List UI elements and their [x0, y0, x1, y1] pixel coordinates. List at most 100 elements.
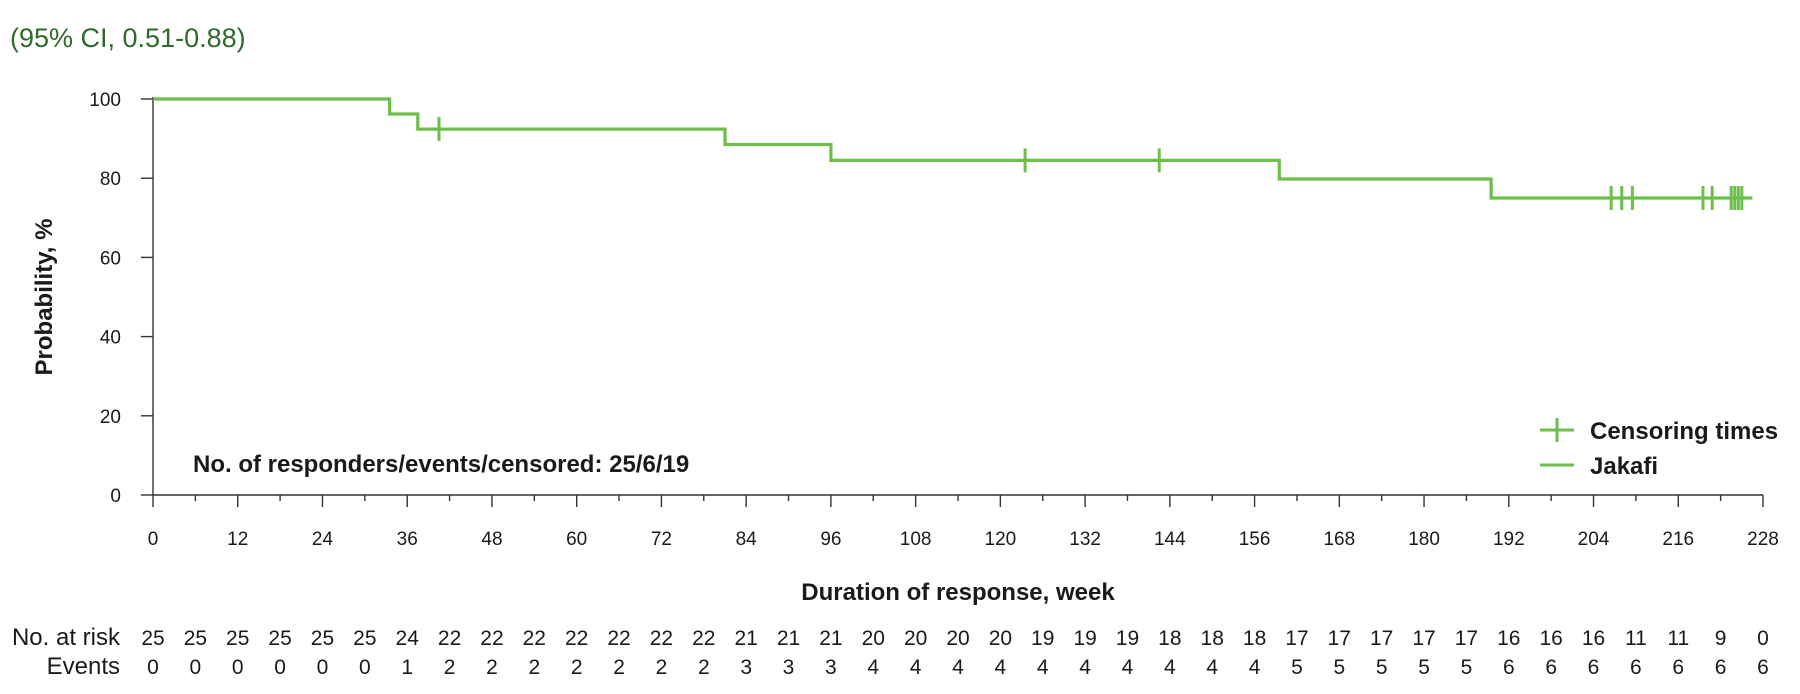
risk-events-value: 4	[910, 656, 922, 679]
x-tick-label: 156	[1239, 529, 1271, 550]
y-axis-title: Probability, %	[31, 219, 58, 376]
risk-at-risk-value: 16	[1582, 627, 1605, 650]
risk-events-value: 2	[656, 656, 668, 679]
x-tick-label: 96	[820, 529, 841, 550]
risk-at-risk-value: 19	[1116, 627, 1139, 650]
risk-at-risk-value: 11	[1667, 627, 1689, 650]
risk-events-value: 2	[698, 656, 710, 679]
risk-at-risk-value: 17	[1285, 627, 1308, 650]
y-tick-label: 80	[100, 169, 121, 190]
risk-events-value: 0	[232, 656, 244, 679]
x-tick-label: 132	[1069, 529, 1101, 550]
risk-at-risk-value: 20	[904, 627, 927, 650]
risk-events-value: 2	[444, 656, 456, 679]
risk-at-risk-value: 18	[1158, 627, 1181, 650]
risk-at-risk-value: 22	[438, 627, 461, 650]
y-tick-label: 60	[100, 248, 121, 269]
x-tick-label: 12	[227, 529, 248, 550]
risk-events-value: 5	[1376, 656, 1388, 679]
y-tick-label: 0	[110, 486, 121, 507]
risk-events-value: 4	[1122, 656, 1134, 679]
y-axis: 0 20 40 60 80 100	[89, 90, 154, 507]
y-tick-label: 100	[89, 90, 121, 111]
risk-at-risk-value: 0	[1757, 627, 1769, 650]
risk-at-risk-value: 21	[819, 627, 842, 650]
risk-label-events: Events	[47, 653, 120, 680]
risk-events-value: 3	[740, 656, 752, 679]
risk-events-value: 0	[190, 656, 202, 679]
risk-events-value: 6	[1672, 656, 1684, 679]
x-axis-title: Duration of response, week	[801, 579, 1115, 606]
risk-events-value: 0	[274, 656, 286, 679]
legend-label-jakafi: Jakafi	[1590, 453, 1658, 480]
y-tick-label: 40	[100, 328, 121, 349]
x-tick-label: 192	[1493, 529, 1525, 550]
x-tick-label: 168	[1323, 529, 1355, 550]
risk-events-value: 0	[317, 656, 329, 679]
x-tick-label: 0	[148, 529, 159, 550]
risk-at-risk-value: 22	[650, 627, 673, 650]
x-tick-label: 108	[900, 529, 932, 550]
risk-events-value: 1	[401, 656, 413, 679]
x-tick-label: 216	[1662, 529, 1694, 550]
risk-events-value: 6	[1757, 656, 1769, 679]
risk-at-risk-value: 22	[480, 627, 503, 650]
x-tick-label: 228	[1747, 529, 1779, 550]
risk-at-risk-value: 19	[1073, 627, 1096, 650]
y-tick-label: 20	[100, 407, 121, 428]
risk-events-value: 5	[1291, 656, 1303, 679]
x-axis: 0 12 24 36 48 60 72 84 96 108 120 132 144 156 168 180 19…	[148, 494, 1779, 550]
risk-at-risk-value: 20	[989, 627, 1012, 650]
x-tick-label: 144	[1154, 529, 1186, 550]
risk-at-risk-value: 22	[523, 627, 546, 650]
risk-events-value: 5	[1418, 656, 1430, 679]
risk-events-value: 6	[1503, 656, 1515, 679]
risk-events-value: 4	[867, 656, 879, 679]
risk-events-value: 2	[613, 656, 625, 679]
risk-at-risk-value: 21	[734, 627, 757, 650]
risk-at-risk-value: 11	[1625, 627, 1647, 650]
x-tick-label: 60	[566, 529, 587, 550]
risk-events-value: 4	[1079, 656, 1091, 679]
risk-at-risk-value: 25	[184, 627, 207, 650]
legend-label-censoring: Censoring times	[1590, 418, 1778, 445]
x-tick-label: 36	[397, 529, 418, 550]
x-tick-label: 204	[1578, 529, 1610, 550]
risk-at-risk-value: 16	[1539, 627, 1562, 650]
risk-events-value: 4	[952, 656, 964, 679]
risk-at-risk-value: 25	[141, 627, 164, 650]
risk-at-risk-value: 20	[862, 627, 885, 650]
responders-annotation: No. of responders/events/censored: 25/6/…	[193, 451, 689, 478]
risk-at-risk-value: 25	[311, 627, 334, 650]
risk-events-value: 5	[1333, 656, 1345, 679]
risk-at-risk-value: 18	[1201, 627, 1224, 650]
risk-events-value: 6	[1588, 656, 1600, 679]
risk-at-risk-value: 17	[1412, 627, 1435, 650]
x-tick-label: 72	[651, 529, 672, 550]
x-tick-label: 84	[736, 529, 758, 550]
risk-at-risk-value: 18	[1243, 627, 1266, 650]
risk-events-value: 2	[486, 656, 498, 679]
risk-at-risk-value: 17	[1370, 627, 1393, 650]
risk-events-value: 4	[1037, 656, 1049, 679]
risk-events-value: 2	[528, 656, 540, 679]
risk-at-risk-value: 17	[1455, 627, 1478, 650]
risk-at-risk-value: 24	[396, 627, 420, 650]
risk-events-value: 4	[1249, 656, 1261, 679]
risk-events-value: 4	[1206, 656, 1218, 679]
x-tick-label: 24	[312, 529, 334, 550]
risk-at-risk-value: 20	[946, 627, 969, 650]
km-line-jakafi	[153, 97, 1753, 200]
risk-events-value: 6	[1630, 656, 1642, 679]
risk-at-risk-value: 16	[1497, 627, 1520, 650]
ci-header: (95% CI, 0.51-0.88)	[10, 23, 246, 53]
risk-events-value: 2	[571, 656, 583, 679]
x-tick-label: 120	[985, 529, 1017, 550]
risk-at-risk-value: 22	[692, 627, 715, 650]
legend: Censoring times Jakafi	[1540, 418, 1778, 480]
x-tick-label: 48	[481, 529, 502, 550]
risk-at-risk-value: 22	[565, 627, 588, 650]
risk-events-value: 4	[995, 656, 1007, 679]
risk-events-value: 0	[147, 656, 159, 679]
